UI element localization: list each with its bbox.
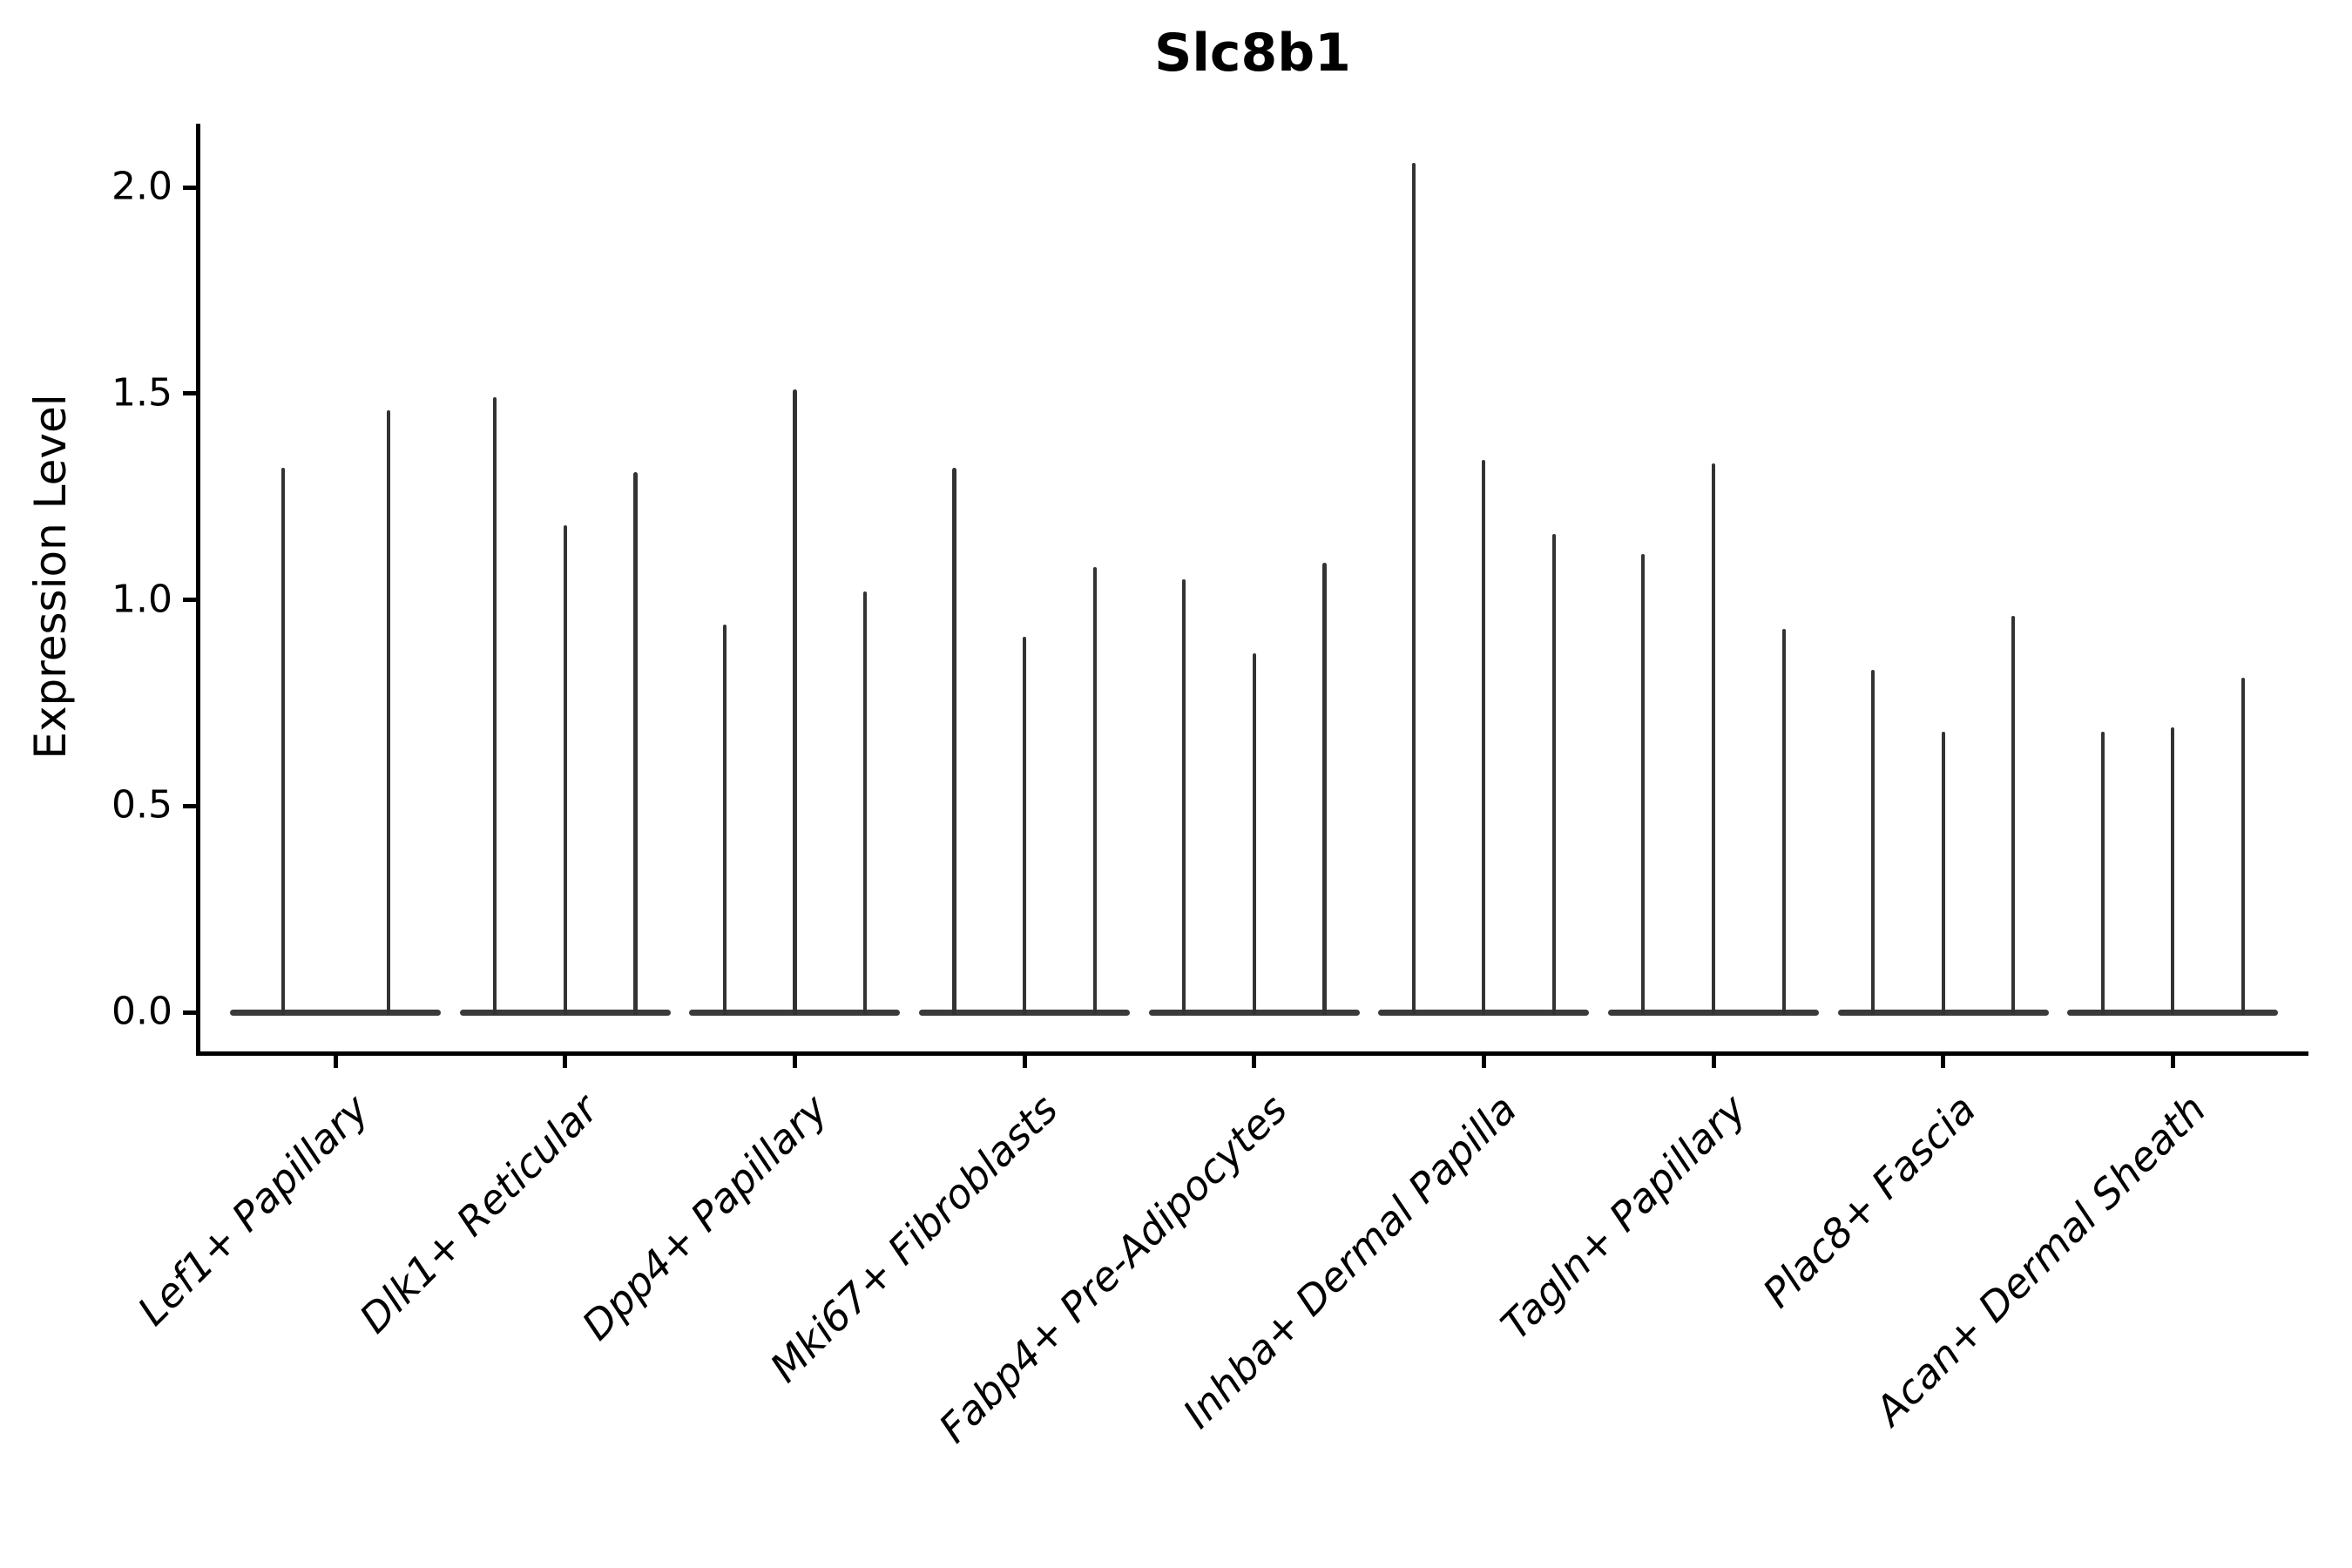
violin-spike (386, 409, 390, 1016)
x-tick-label: Tagln+ Papillary (1491, 1085, 1756, 1349)
y-axis-spine (195, 124, 200, 1056)
x-tick-label: Plac8+ Fascia (1754, 1085, 1985, 1317)
violin-spike (493, 397, 497, 1016)
violin-spike (1252, 653, 1256, 1016)
violin-spike (1941, 732, 1945, 1016)
x-tick (792, 1053, 797, 1068)
violin-spike (1641, 554, 1646, 1016)
violin-spike (633, 471, 638, 1016)
y-tick-label: 0.5 (112, 782, 172, 828)
y-tick-label: 1.0 (112, 576, 172, 621)
x-tick (1481, 1053, 1486, 1068)
y-tick (183, 391, 198, 396)
x-tick-label: Dlk1+ Reticular (350, 1085, 608, 1342)
y-tick-label: 2.0 (112, 164, 172, 209)
y-tick (183, 803, 198, 808)
y-tick (183, 598, 198, 602)
violin-spike (1551, 533, 1557, 1016)
chart-title: Slc8b1 (1154, 23, 1351, 84)
violin-spike (2100, 732, 2105, 1016)
violin-spike (2011, 616, 2016, 1016)
y-tick (183, 185, 198, 190)
violin-spike (863, 591, 868, 1016)
violin-spike (1711, 463, 1716, 1016)
violin-spike (563, 525, 567, 1016)
x-tick (563, 1053, 568, 1068)
violin-spike (1870, 669, 1876, 1016)
y-tick-label: 1.5 (112, 370, 172, 416)
violin-spike (1781, 628, 1786, 1016)
violin-spike (1181, 578, 1186, 1016)
violin-spike (722, 624, 727, 1016)
x-tick (1252, 1053, 1257, 1068)
y-tick-label: 0.0 (112, 989, 172, 1034)
violin-spike (1023, 637, 1027, 1016)
y-tick (183, 1010, 198, 1015)
violin-base (230, 1009, 442, 1016)
x-tick-label: Dpp4+ Papillary (572, 1085, 837, 1349)
x-tick (1941, 1053, 1946, 1068)
violin-spike (2240, 678, 2246, 1016)
violin-spike (793, 389, 797, 1016)
violin-spike (1092, 566, 1097, 1016)
x-tick (333, 1053, 338, 1068)
x-tick-label: Lef1+ Papillary (128, 1085, 378, 1335)
violin-spike (2171, 727, 2175, 1016)
violin-spike (280, 467, 285, 1016)
x-tick (1022, 1053, 1027, 1068)
x-tick (2170, 1053, 2175, 1068)
violin-spike (1482, 459, 1486, 1016)
x-tick (1711, 1053, 1716, 1068)
violin-spike (952, 467, 956, 1016)
violin-spike (1322, 562, 1327, 1016)
violin-spike (1411, 162, 1416, 1016)
